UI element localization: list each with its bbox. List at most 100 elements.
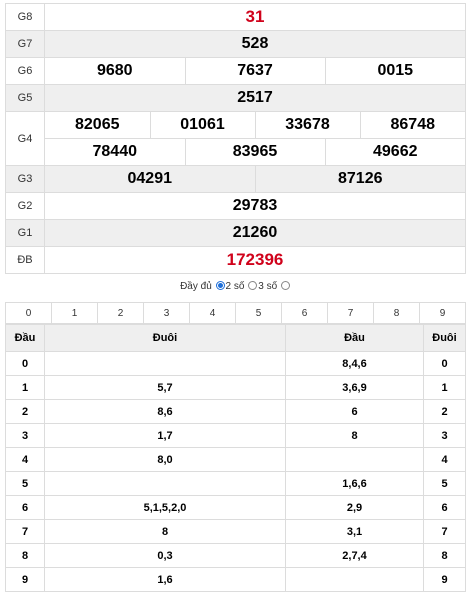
- row-duoi2: 8: [423, 543, 466, 568]
- radio-extra[interactable]: [280, 281, 290, 290]
- prize-g6-value: 0015: [324, 58, 465, 84]
- row-duoi: 5,1,5,2,0: [44, 495, 286, 520]
- prize-g3-value: 87126: [254, 166, 465, 192]
- prize-g2-value: 29783: [44, 192, 466, 220]
- digit-tab[interactable]: 6: [281, 303, 327, 323]
- row-dau: 9: [5, 567, 45, 592]
- radio-two-digit[interactable]: [215, 281, 225, 290]
- prize-g4-value: 82065: [75, 116, 120, 133]
- row-dau2: 3,1: [285, 519, 424, 544]
- table-row: 3 1,7 8 3: [5, 423, 466, 448]
- prize-label-g1: G1: [5, 219, 45, 247]
- header-duoi: Đuôi: [423, 324, 466, 352]
- prize-g4-value: 83965: [184, 138, 325, 165]
- radio-three-digit[interactable]: [248, 281, 258, 290]
- row-duoi2: 2: [423, 399, 466, 424]
- row-dau: 5: [5, 471, 45, 496]
- digit-tab[interactable]: 7: [327, 303, 373, 323]
- digit-tab[interactable]: 8: [373, 303, 419, 323]
- row-dau2: 8: [285, 423, 424, 448]
- prize-g6-value: 7637: [184, 58, 325, 84]
- header-duoi: Đuôi: [44, 324, 286, 352]
- row-dau: 8: [5, 543, 45, 568]
- digit-filter-bar: 0 1 2 3 4 5 6 7 8 9: [5, 302, 466, 324]
- row-dau2: 2,7,4: [285, 543, 424, 568]
- row-duoi: 0,3: [44, 543, 286, 568]
- row-duoi2: 6: [423, 495, 466, 520]
- row-duoi2: 0: [423, 351, 466, 376]
- prize-g4-value: 33678: [254, 112, 360, 138]
- row-duoi: [44, 351, 286, 376]
- row-duoi2: 7: [423, 519, 466, 544]
- prize-label-g7: G7: [5, 30, 45, 58]
- prize-label-g3: G3: [5, 165, 45, 193]
- digit-tab[interactable]: 1: [51, 303, 97, 323]
- prize-label-g8: G8: [5, 3, 45, 31]
- digit-tab[interactable]: 4: [189, 303, 235, 323]
- prize-g4-cell: 82065 01061 33678 86748 78440 83965 4966…: [44, 111, 466, 166]
- prize-label-g2: G2: [5, 192, 45, 220]
- row-duoi2: 3: [423, 423, 466, 448]
- row-dau: 4: [5, 447, 45, 472]
- prize-label-g5: G5: [5, 84, 45, 112]
- row-dau: 2: [5, 399, 45, 424]
- option-three-label[interactable]: 3 số: [258, 281, 278, 292]
- row-duoi: 5,7: [44, 375, 286, 400]
- digit-tab[interactable]: 3: [143, 303, 189, 323]
- row-dau: 0: [5, 351, 45, 376]
- option-two-label[interactable]: 2 số: [225, 281, 245, 292]
- row-dau: 7: [5, 519, 45, 544]
- prize-g6-value: 9680: [96, 62, 133, 79]
- prize-g4-value: 86748: [359, 112, 465, 138]
- digit-tab[interactable]: 0: [25, 307, 32, 319]
- prize-g3-value: 04291: [45, 166, 255, 192]
- row-duoi: 1,7: [44, 423, 286, 448]
- row-dau: 6: [5, 495, 45, 520]
- loto-head-tail-table: Đầu Đuôi Đầu Đuôi 0 8,4,6 0 1 5,7 3,6,9 1 2 8,6 6…: [5, 324, 466, 592]
- table-row: 4 8,0 4: [5, 447, 466, 472]
- option-full-label[interactable]: Đầy đủ: [180, 281, 212, 292]
- table-row: 0 8,4,6 0: [5, 351, 466, 376]
- table-row: 9 1,6 9: [5, 567, 466, 592]
- table-row: 8 0,3 2,7,4 8: [5, 543, 466, 568]
- row-duoi: 1,6: [44, 567, 286, 592]
- prize-g5-value: 2517: [44, 84, 466, 112]
- prize-g7-value: 528: [44, 30, 466, 58]
- header-dau: Đầu: [285, 324, 424, 352]
- row-dau2: 1,6,6: [285, 471, 424, 496]
- prize-db-value: 172396: [44, 246, 466, 274]
- table-row: 7 8 3,1 7: [5, 519, 466, 544]
- digit-tab[interactable]: 5: [235, 303, 281, 323]
- prize-label-g6: G6: [5, 57, 45, 85]
- row-duoi2: 1: [423, 375, 466, 400]
- prize-g4-value: 78440: [45, 138, 185, 165]
- row-dau2: 8,4,6: [285, 351, 424, 376]
- row-dau2: 6: [285, 399, 424, 424]
- row-dau2: 2,9: [285, 495, 424, 520]
- table-row: 6 5,1,5,2,0 2,9 6: [5, 495, 466, 520]
- row-duoi2: 5: [423, 471, 466, 496]
- row-duoi: 8,0: [44, 447, 286, 472]
- prize-g6-cell: 9680 7637 0015: [44, 57, 466, 85]
- row-duoi: [44, 471, 286, 496]
- row-dau2: 3,6,9: [285, 375, 424, 400]
- row-duoi: 8: [44, 519, 286, 544]
- prize-g4-value: 49662: [324, 138, 465, 165]
- prize-label-db: ĐB: [5, 246, 45, 274]
- header-dau: Đầu: [5, 324, 45, 352]
- table-row: 1 5,7 3,6,9 1: [5, 375, 466, 400]
- row-duoi2: 9: [423, 567, 466, 592]
- row-dau: 3: [5, 423, 45, 448]
- prize-g1-value: 21260: [44, 219, 466, 247]
- display-options: Đầy đủ 2 số 3 số: [0, 281, 471, 292]
- digit-tab[interactable]: 9: [419, 303, 465, 323]
- row-dau2: [285, 567, 424, 592]
- row-duoi2: 4: [423, 447, 466, 472]
- table-row: 5 1,6,6 5: [5, 471, 466, 496]
- digit-tab[interactable]: 2: [97, 303, 143, 323]
- lottery-results-table: G8 31 G7 528 G6 9680 7637 0015 G5 2517 G…: [5, 3, 466, 274]
- row-dau: 1: [5, 375, 45, 400]
- table-row: 2 8,6 6 2: [5, 399, 466, 424]
- row-dau2: [285, 447, 424, 472]
- prize-g8-value: 31: [44, 3, 466, 31]
